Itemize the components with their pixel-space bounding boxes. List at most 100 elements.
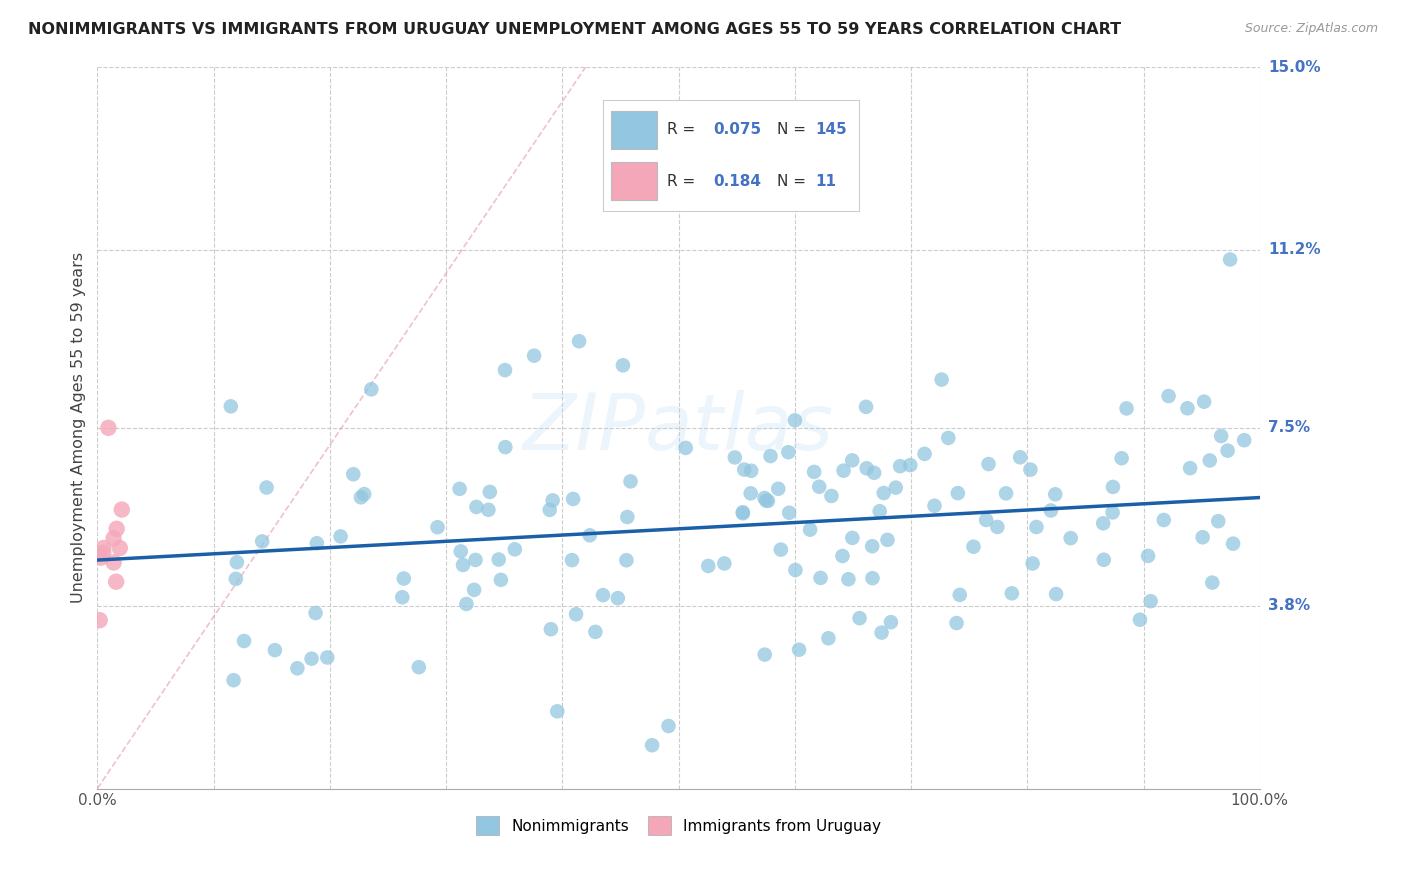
Point: [449, 482, 471, 496]
Point: [392, 572, 415, 586]
Point: [97, 421, 120, 435]
Point: [1211, 429, 1233, 443]
Point: [641, 738, 664, 752]
Point: [488, 552, 510, 566]
Text: 3.8%: 3.8%: [1268, 599, 1310, 614]
Point: [103, 556, 125, 570]
Point: [755, 493, 778, 508]
Point: [1178, 461, 1201, 475]
Point: [768, 482, 790, 496]
Point: [105, 574, 128, 589]
Point: [962, 540, 984, 554]
Text: NONIMMIGRANTS VS IMMIGRANTS FROM URUGUAY UNEMPLOYMENT AMONG AGES 55 TO 59 YEARS : NONIMMIGRANTS VS IMMIGRANTS FROM URUGUAY…: [28, 22, 1121, 37]
Point: [778, 506, 800, 520]
Point: [787, 642, 810, 657]
Point: [945, 615, 967, 630]
Point: [538, 503, 561, 517]
Point: [783, 413, 806, 427]
Point: [1191, 530, 1213, 544]
Point: [740, 464, 762, 478]
Point: [1198, 453, 1220, 467]
Point: [873, 486, 896, 500]
Point: [1201, 575, 1223, 590]
Point: [870, 625, 893, 640]
Point: [1139, 594, 1161, 608]
Point: [592, 588, 614, 602]
Point: [759, 449, 782, 463]
Point: [304, 606, 326, 620]
Point: [305, 536, 328, 550]
Point: [860, 539, 883, 553]
Point: [675, 441, 697, 455]
Point: [233, 634, 256, 648]
Text: ZIPatlas: ZIPatlas: [523, 390, 834, 466]
Point: [724, 450, 747, 465]
Point: [578, 528, 600, 542]
Point: [862, 571, 884, 585]
Point: [91, 546, 114, 560]
Point: [478, 484, 501, 499]
Point: [837, 572, 859, 586]
Point: [803, 465, 825, 479]
Point: [546, 704, 568, 718]
Point: [1025, 520, 1047, 534]
Text: 7.5%: 7.5%: [1268, 420, 1310, 435]
Point: [1111, 451, 1133, 466]
Point: [450, 544, 472, 558]
Point: [353, 487, 375, 501]
Point: [391, 591, 413, 605]
Point: [831, 549, 853, 563]
Point: [568, 334, 591, 349]
Point: [105, 522, 128, 536]
Point: [565, 607, 588, 622]
Point: [1219, 252, 1241, 267]
Point: [1045, 487, 1067, 501]
Point: [754, 648, 776, 662]
Point: [1092, 553, 1115, 567]
Point: [740, 486, 762, 500]
Point: [1206, 514, 1229, 528]
Point: [785, 563, 807, 577]
Point: [250, 534, 273, 549]
Point: [1222, 536, 1244, 550]
Point: [756, 493, 779, 508]
Point: [731, 505, 754, 519]
Point: [222, 673, 245, 688]
Point: [329, 529, 352, 543]
Point: [503, 542, 526, 557]
Point: [1233, 433, 1256, 447]
Point: [799, 523, 821, 537]
Point: [583, 624, 606, 639]
Point: [876, 533, 898, 547]
Point: [863, 466, 886, 480]
Point: [995, 486, 1018, 500]
Point: [350, 491, 373, 505]
Point: [848, 611, 870, 625]
Point: [108, 541, 131, 555]
Point: [301, 651, 323, 665]
Point: [810, 571, 832, 585]
Point: [540, 622, 562, 636]
Point: [612, 359, 634, 373]
Point: [463, 582, 485, 597]
Point: [931, 373, 953, 387]
Point: [616, 510, 638, 524]
Point: [946, 486, 969, 500]
Point: [974, 513, 997, 527]
Point: [754, 491, 776, 505]
Point: [541, 493, 564, 508]
Point: [606, 591, 628, 606]
Point: [733, 462, 755, 476]
Point: [889, 459, 911, 474]
Point: [778, 445, 800, 459]
Y-axis label: Unemployment Among Ages 55 to 59 years: Unemployment Among Ages 55 to 59 years: [72, 252, 86, 603]
Point: [769, 542, 792, 557]
Point: [820, 489, 842, 503]
Point: [494, 440, 516, 454]
Point: [342, 467, 364, 482]
Point: [1177, 401, 1199, 416]
Point: [1101, 505, 1123, 519]
Point: [465, 500, 488, 514]
Point: [426, 520, 449, 534]
Point: [1157, 389, 1180, 403]
